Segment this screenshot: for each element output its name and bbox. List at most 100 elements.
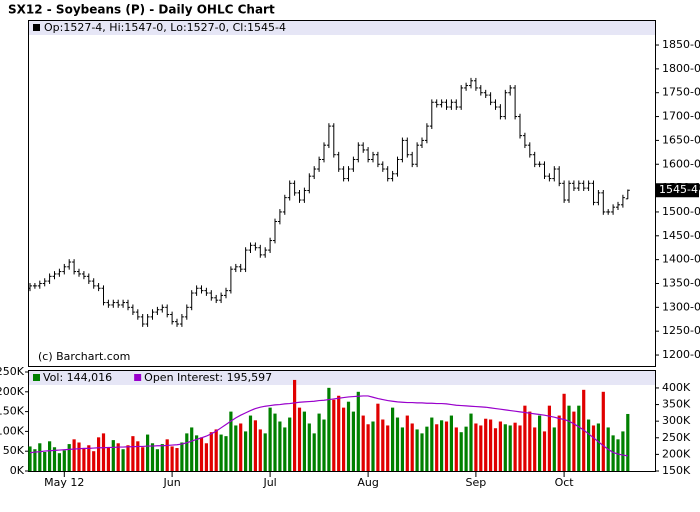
volume-bar: [626, 413, 630, 471]
volume-bar: [52, 447, 57, 471]
volume-bar: [572, 411, 576, 471]
volume-bar: [405, 415, 409, 471]
y-tick-label: 1300-0: [662, 300, 700, 313]
volume-bar: [224, 436, 228, 471]
volume-bar: [87, 445, 91, 471]
volume-bar: [195, 435, 199, 471]
volume-bar: [263, 433, 267, 471]
chart-title: SX12 - Soybeans (P) - Daily OHLC Chart: [8, 3, 275, 17]
volume-bar: [493, 428, 498, 471]
volume-bar: [547, 405, 551, 471]
volume-bar: [435, 424, 439, 471]
volume-bar: [72, 439, 76, 471]
volume-bar: [106, 447, 110, 471]
volume-bar: [596, 423, 600, 471]
volume-bar: [366, 424, 370, 471]
x-tick-label: Jun: [163, 476, 181, 489]
legend-swatch: [33, 374, 40, 381]
volume-bar: [165, 439, 169, 471]
volume-bar: [219, 434, 223, 471]
volume-bar: [288, 417, 292, 471]
x-tick-label: Aug: [357, 476, 378, 489]
volume-bar: [567, 405, 571, 471]
y-tick-label: 1400-0: [662, 253, 700, 266]
volume-bar: [97, 437, 101, 471]
y2-tick-label: 250K: [662, 431, 691, 444]
volume-bar: [43, 451, 47, 471]
legend-bar: [29, 371, 655, 385]
y-tick-label: 1750-0: [662, 86, 700, 99]
y-tick-label: 1500-0: [662, 205, 700, 218]
volume-bar: [170, 446, 174, 471]
volume-bar: [160, 444, 164, 471]
volume-bar: [601, 391, 605, 471]
volume-bar: [199, 437, 204, 471]
volume-bar: [67, 444, 71, 471]
x-tick-label: May 12: [44, 476, 84, 489]
volume-bar: [621, 431, 625, 471]
x-tick-label: Jul: [262, 476, 276, 489]
volume-bar: [283, 427, 287, 471]
volume-bar: [141, 447, 145, 471]
volume-bar: [155, 449, 159, 471]
volume-bar: [278, 421, 282, 471]
volume-bar: [146, 434, 150, 471]
volume-bar: [253, 420, 257, 471]
volume-bar: [591, 425, 596, 471]
y-tick-label: 1250-0: [662, 324, 700, 337]
y-tick-label: 150K: [0, 405, 25, 418]
volume-bar: [430, 417, 434, 471]
volume-bar: [38, 443, 42, 471]
volume-bar: [302, 411, 306, 471]
y-tick-label: 1700-0: [662, 110, 700, 123]
volume-bar: [351, 411, 355, 471]
y-tick-label: 50K: [3, 444, 25, 457]
info-marker: [33, 24, 40, 31]
volume-bar: [28, 446, 32, 471]
volume-bar: [190, 427, 194, 471]
volume-bar: [489, 419, 493, 471]
volume-bar: [440, 420, 444, 471]
volume-bar: [92, 451, 96, 471]
volume-bar: [185, 433, 189, 471]
volume-bar: [611, 435, 615, 471]
volume-bar: [342, 407, 346, 471]
volume-bar: [258, 429, 262, 471]
volume-bar: [180, 442, 184, 471]
y-tick-label: 1850-0: [662, 38, 700, 51]
volume-bar: [307, 423, 311, 471]
volume-bar: [538, 415, 542, 471]
volume-bar: [248, 415, 253, 471]
y-tick-label: 1600-0: [662, 157, 700, 170]
volume-bar: [503, 424, 507, 471]
x-tick-label: Oct: [555, 476, 575, 489]
y2-tick-label: 200K: [662, 447, 691, 460]
volume-bar: [562, 393, 566, 471]
volume-bar: [82, 448, 86, 471]
volume-bar: [332, 399, 336, 471]
volume-bar: [346, 401, 351, 471]
volume-bar: [454, 427, 458, 471]
volume-bar: [518, 425, 522, 471]
volume-bar: [322, 419, 326, 471]
y2-tick-label: 150K: [662, 464, 691, 477]
volume-bar: [204, 443, 208, 471]
volume-bar: [293, 379, 297, 471]
volume-bar: [121, 449, 125, 471]
volume-bar: [48, 441, 52, 471]
volume-bar: [297, 407, 302, 471]
volume-bar: [557, 415, 561, 471]
volume-bar: [337, 395, 341, 471]
volume-bar: [116, 443, 120, 471]
volume-bar: [552, 427, 556, 471]
volume-bar: [400, 427, 404, 471]
volume-bar: [533, 427, 537, 471]
volume-bar: [356, 391, 360, 471]
open-interest-line: [29, 395, 628, 457]
volume-bar: [577, 405, 581, 471]
volume-bar: [209, 432, 213, 471]
volume-bar: [33, 449, 37, 471]
y2-tick-label: 300K: [662, 414, 691, 427]
volume-bar: [317, 413, 321, 471]
